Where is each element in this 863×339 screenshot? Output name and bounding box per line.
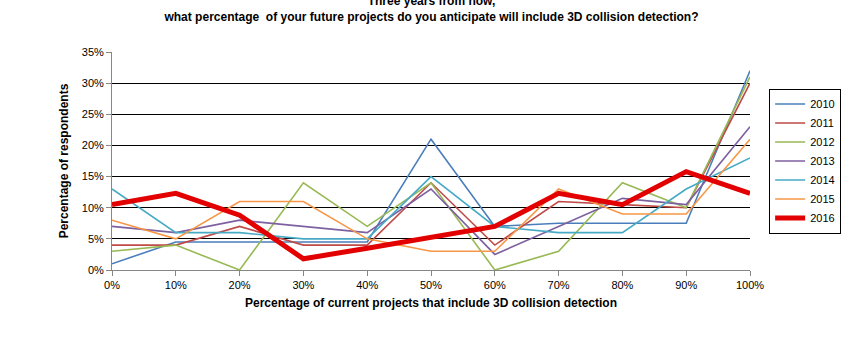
svg-text:70%: 70%: [548, 279, 570, 291]
svg-text:2016: 2016: [810, 212, 834, 224]
svg-text:5%: 5%: [88, 233, 104, 245]
svg-text:Percentage of current projects: Percentage of current projects that incl…: [245, 296, 617, 310]
svg-text:2012: 2012: [810, 136, 834, 148]
svg-text:2013: 2013: [810, 155, 834, 167]
svg-text:40%: 40%: [356, 279, 378, 291]
svg-text:20%: 20%: [82, 139, 104, 151]
svg-text:2011: 2011: [810, 117, 834, 129]
svg-text:0%: 0%: [88, 264, 104, 276]
svg-text:35%: 35%: [82, 46, 104, 58]
svg-text:50%: 50%: [420, 279, 442, 291]
svg-text:Percentage of respondents: Percentage of respondents: [57, 83, 71, 238]
svg-text:10%: 10%: [165, 279, 187, 291]
svg-text:15%: 15%: [82, 170, 104, 182]
svg-text:2010: 2010: [810, 98, 834, 110]
svg-text:60%: 60%: [484, 279, 506, 291]
svg-text:90%: 90%: [675, 279, 697, 291]
svg-text:25%: 25%: [82, 108, 104, 120]
svg-text:100%: 100%: [736, 279, 764, 291]
svg-text:2015: 2015: [810, 193, 834, 205]
svg-text:2014: 2014: [810, 174, 834, 186]
svg-text:10%: 10%: [82, 202, 104, 214]
svg-text:30%: 30%: [292, 279, 314, 291]
svg-text:Three years from now,what perc: Three years from now,what percentage of …: [163, 0, 698, 24]
svg-text:20%: 20%: [229, 279, 251, 291]
svg-text:0%: 0%: [104, 279, 120, 291]
svg-text:80%: 80%: [611, 279, 633, 291]
svg-text:30%: 30%: [82, 77, 104, 89]
